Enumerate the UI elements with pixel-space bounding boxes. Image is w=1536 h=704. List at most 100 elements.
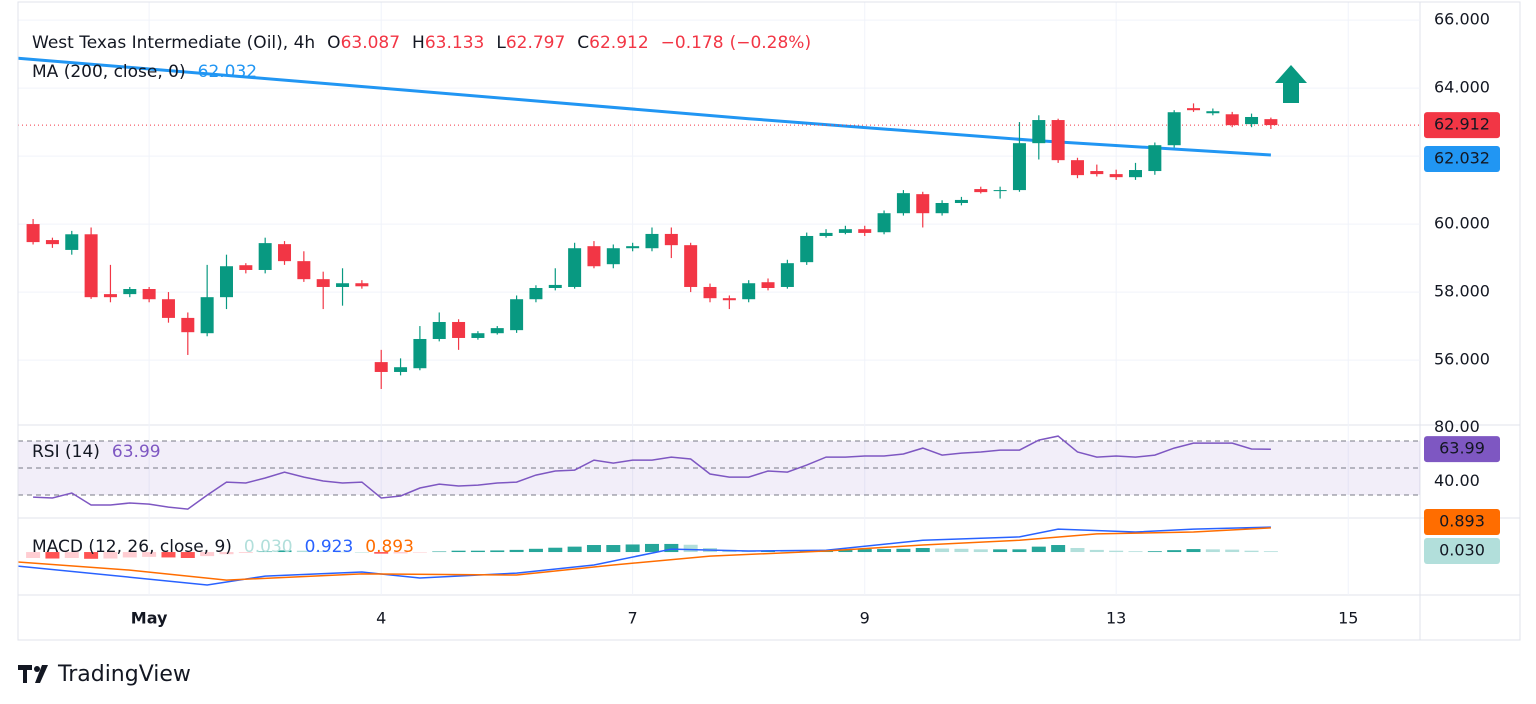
rsi-legend: RSI (14) 63.99 xyxy=(32,442,161,462)
histogram-bar xyxy=(64,552,79,558)
moving-average xyxy=(17,56,1271,157)
candle-body xyxy=(297,261,311,280)
ma-badge: 62.032 xyxy=(1434,148,1490,167)
candle-body xyxy=(993,190,1007,192)
candle-body xyxy=(1187,108,1201,111)
histogram-bar xyxy=(528,548,543,553)
candle-body xyxy=(587,246,601,267)
candle-body xyxy=(684,245,698,287)
last-price-badge: 62.912 xyxy=(1434,115,1490,134)
candle-body xyxy=(974,189,988,193)
candle-body xyxy=(103,294,117,298)
histogram-bar xyxy=(1147,551,1162,553)
histogram-bar xyxy=(354,552,369,553)
candle-body xyxy=(1032,120,1046,144)
x-tick-label: May xyxy=(131,609,168,628)
last-price-badge-bg xyxy=(1424,112,1500,139)
signal-value: 0.893 xyxy=(365,537,414,557)
histogram-badge-bg xyxy=(1424,538,1500,565)
l-value: 62.797 xyxy=(505,33,566,53)
title: West Texas Intermediate (Oil), 4h xyxy=(32,33,316,53)
histogram-bar xyxy=(1031,546,1046,553)
candle-body xyxy=(1206,111,1220,114)
rsi-value: 63.99 xyxy=(111,442,161,462)
candle-body xyxy=(1070,160,1084,176)
histogram-bar xyxy=(567,546,582,553)
candle-body xyxy=(896,193,910,214)
histogram-bar xyxy=(26,552,41,558)
candle-body xyxy=(510,299,524,331)
histogram-bar xyxy=(1089,549,1104,553)
y-tick-label: 60.000 xyxy=(1434,214,1490,233)
candle-body xyxy=(916,194,930,214)
y-tick-label: 58.000 xyxy=(1434,282,1490,301)
histogram-bar xyxy=(1070,547,1085,553)
histogram-bar xyxy=(490,550,505,553)
candle-body xyxy=(722,298,736,301)
x-tick-label: 4 xyxy=(376,609,386,628)
histogram-bar xyxy=(548,547,563,553)
rsi-badge-bg xyxy=(1424,436,1500,463)
histogram-bar xyxy=(993,549,1008,553)
histogram-bar xyxy=(1186,549,1201,553)
histogram-bar xyxy=(470,550,485,553)
brand: TradingView xyxy=(57,662,191,687)
histogram-bar xyxy=(509,549,524,553)
frame xyxy=(17,1,1521,641)
candle-body xyxy=(258,243,272,270)
candle-body xyxy=(800,235,814,263)
o-label: O xyxy=(327,33,341,53)
candle-body xyxy=(142,289,156,300)
histogram-bar xyxy=(586,545,601,553)
histogram-bar xyxy=(1128,551,1143,553)
candle-body xyxy=(626,246,640,249)
x-tick-label: 13 xyxy=(1106,609,1126,628)
h-value: 63.133 xyxy=(424,33,485,53)
candle-body xyxy=(413,338,427,369)
candle-body xyxy=(1245,116,1259,125)
histogram-bar xyxy=(412,552,427,553)
candle-body xyxy=(278,244,292,262)
candle-body xyxy=(935,203,949,214)
histogram-bar xyxy=(1109,550,1124,553)
l-label: L xyxy=(496,33,506,53)
y-tick-label: 64.000 xyxy=(1434,78,1490,97)
histogram-bar xyxy=(180,552,195,558)
candle-body xyxy=(1148,145,1162,172)
rsi-name: RSI (14) xyxy=(32,442,100,462)
candle-body xyxy=(161,299,175,318)
candle-body xyxy=(1051,120,1065,161)
candle-body xyxy=(954,199,968,204)
histogram-bar xyxy=(142,552,157,557)
candle-body xyxy=(664,233,678,246)
candle-body xyxy=(316,279,330,287)
h-label: H xyxy=(412,33,425,53)
histogram-bar xyxy=(393,552,408,554)
histogram-bar xyxy=(432,551,447,553)
candle-body xyxy=(84,234,98,298)
histogram-bar xyxy=(296,550,311,553)
histogram-bar xyxy=(780,551,795,553)
histogram-bar xyxy=(1205,549,1220,553)
histogram-badge: 0.030 xyxy=(1439,541,1485,560)
plot: May479131556.00058.00060.00062.00064.000… xyxy=(17,2,1520,640)
candle-body xyxy=(761,282,775,288)
candle-body xyxy=(490,328,504,334)
candle-body xyxy=(26,224,40,243)
histogram-bar xyxy=(161,552,176,558)
histogram-bar xyxy=(606,545,621,553)
histogram-bar xyxy=(1051,545,1066,553)
y-tick-label: 66.000 xyxy=(1434,10,1490,29)
candle-body xyxy=(703,286,717,299)
signal-line xyxy=(17,527,1271,581)
candle-body xyxy=(1109,174,1123,178)
candle-body xyxy=(432,321,446,339)
histogram-bar xyxy=(877,549,892,553)
histogram-bar xyxy=(644,543,659,553)
histogram-bar xyxy=(277,550,292,553)
c-label: C xyxy=(577,33,590,53)
candle-body xyxy=(838,229,852,233)
candle-body xyxy=(471,333,485,338)
histogram-bar xyxy=(838,549,853,553)
